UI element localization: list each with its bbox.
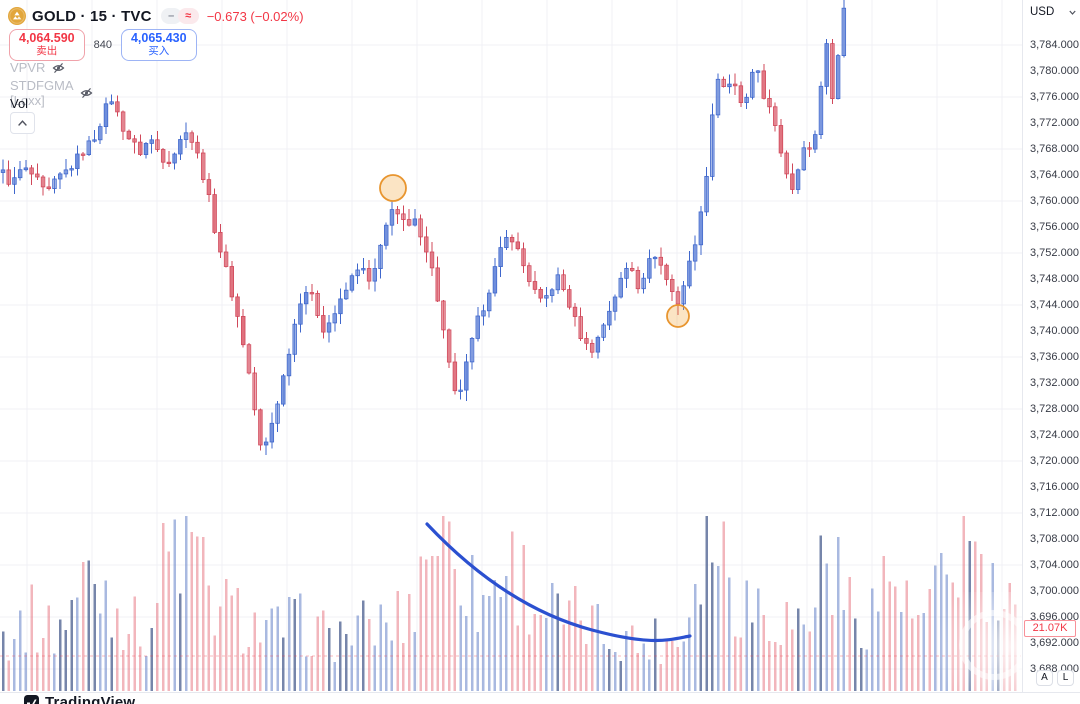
- chart-canvas[interactable]: [0, 0, 1022, 692]
- collapse-indicators-button[interactable]: [10, 112, 35, 134]
- chevron-up-icon: [18, 120, 27, 126]
- chevron-down-icon: [1069, 10, 1076, 15]
- price-tick: 3,700.000: [1030, 585, 1079, 597]
- price-tick: 3,736.000: [1030, 351, 1079, 363]
- spread-value: 840: [93, 39, 112, 52]
- indicator-vol[interactable]: Vol: [10, 96, 28, 111]
- buy-label: 买入: [148, 45, 170, 58]
- price-tick: 3,780.000: [1030, 65, 1079, 77]
- price-change: −0.673 (−0.02%): [206, 8, 304, 24]
- price-tick: 3,776.000: [1030, 91, 1079, 103]
- price-tick: 3,740.000: [1030, 325, 1079, 337]
- symbol-title-row: GOLD · 15 · TVC – ≈ −0.673 (−0.02%): [8, 7, 304, 25]
- price-tick: 3,768.000: [1030, 143, 1079, 155]
- log-scale-button[interactable]: L: [1057, 670, 1074, 686]
- price-tick: 3,724.000: [1030, 429, 1079, 441]
- price-tick: 3,732.000: [1030, 377, 1079, 389]
- tradingview-logo[interactable]: TradingView: [24, 694, 135, 704]
- indicator-vpvr-label: VPVR: [10, 60, 46, 75]
- price-tick: 3,744.000: [1030, 299, 1079, 311]
- sell-price: 4,064.590: [19, 31, 75, 45]
- price-tick: 3,756.000: [1030, 221, 1079, 233]
- price-tick: 3,748.000: [1030, 273, 1079, 285]
- symbol-title[interactable]: GOLD · 15 · TVC: [32, 7, 152, 25]
- trade-buttons-row: 4,064.590 卖出 840 4,065.430 买入: [9, 29, 197, 62]
- tradingview-logo-text: TradingView: [45, 694, 136, 704]
- price-tick: 3,708.000: [1030, 533, 1079, 545]
- sell-label: 卖出: [36, 45, 58, 58]
- price-axis[interactable]: USD 3,784.000 3,780.000 3,776.000 3,772.000…: [1022, 0, 1080, 704]
- indicator-stdfgma[interactable]: STDFGMA [Loxx]: [10, 78, 93, 108]
- price-tick: 3,784.000: [1030, 39, 1079, 51]
- approx-icon: ≈: [185, 10, 192, 22]
- price-tick: 3,716.000: [1030, 481, 1079, 493]
- gold-coin-icon: [8, 7, 26, 25]
- price-tick: 3,752.000: [1030, 247, 1079, 259]
- currency-label: USD: [1030, 6, 1055, 18]
- price-tick: 3,704.000: [1030, 559, 1079, 571]
- market-status-badge-approx[interactable]: ≈: [177, 8, 199, 24]
- buy-price: 4,065.430: [130, 31, 187, 45]
- eye-off-icon[interactable]: [80, 87, 93, 99]
- time-axis-strip: TradingView: [0, 692, 1080, 704]
- sell-button[interactable]: 4,064.590 卖出: [9, 29, 85, 62]
- indicator-vol-label: Vol: [10, 96, 29, 111]
- tradingview-logo-icon: [24, 695, 39, 704]
- price-tick: 3,764.000: [1030, 169, 1079, 181]
- price-tick: 3,692.000: [1030, 637, 1079, 649]
- scale-buttons: A L: [1036, 670, 1074, 686]
- market-status-badge-minus[interactable]: –: [160, 8, 182, 24]
- eye-off-icon[interactable]: [52, 62, 65, 74]
- auto-scale-button[interactable]: A: [1036, 670, 1053, 686]
- volume-axis-label: 21.07K: [1024, 620, 1076, 637]
- currency-selector[interactable]: USD: [1030, 6, 1076, 18]
- price-tick: 3,772.000: [1030, 117, 1079, 129]
- price-tick: 3,712.000: [1030, 507, 1079, 519]
- minus-icon: –: [168, 10, 175, 22]
- price-tick: 3,760.000: [1030, 195, 1079, 207]
- indicator-vpvr[interactable]: VPVR: [10, 60, 65, 75]
- indicator-stdfgma-label: STDFGMA [Loxx]: [10, 78, 73, 108]
- buy-button[interactable]: 4,065.430 买入: [120, 29, 197, 62]
- price-tick: 3,728.000: [1030, 403, 1079, 415]
- price-tick: 3,720.000: [1030, 455, 1079, 467]
